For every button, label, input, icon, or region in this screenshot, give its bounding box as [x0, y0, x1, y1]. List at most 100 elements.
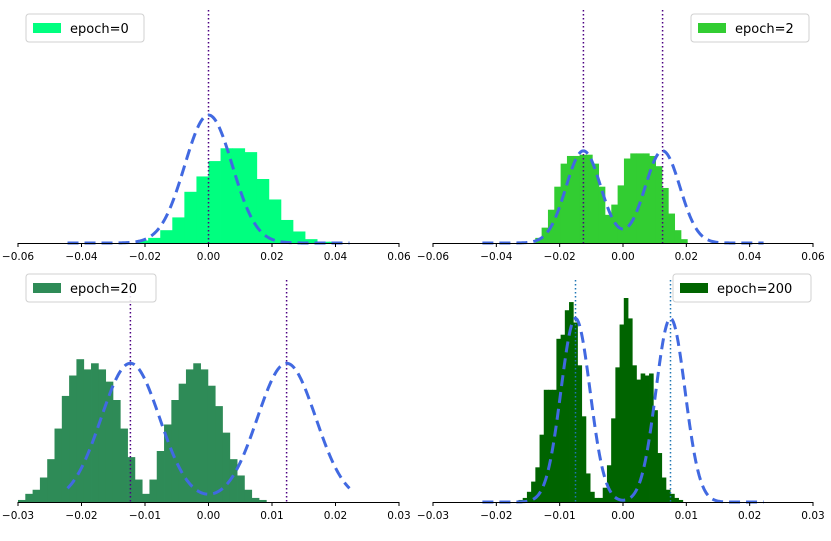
- legend-box: [672, 273, 812, 303]
- x-tick-label: 0.03: [387, 510, 410, 522]
- histogram-bar: [200, 369, 209, 502]
- chart-panel-4: −0.03 −0.02 −0.01 0.00 0.01 0.02 0.03 epoch=200: [417, 273, 825, 522]
- histogram-bar: [543, 389, 549, 502]
- x-tick-label: 0.00: [611, 510, 634, 522]
- x-tick-label: 0.06: [801, 251, 825, 263]
- x-tick-label: −0.06: [417, 251, 449, 263]
- histogram-bar: [585, 473, 591, 502]
- histogram-bar: [91, 363, 99, 502]
- legend: epoch=0: [25, 13, 145, 43]
- x-tick-label: −0.04: [65, 251, 97, 263]
- histogram-bar: [569, 302, 574, 502]
- x-tick-label: −0.03: [2, 510, 34, 522]
- histogram-bar: [581, 416, 587, 502]
- chart-panel-3: −0.03 −0.02 −0.01 0.00 0.01 0.02 0.03 epoch=20: [2, 273, 411, 522]
- histogram-bar: [628, 318, 633, 502]
- x-tick-label: −0.02: [129, 251, 161, 263]
- histogram-bar: [539, 434, 545, 502]
- x-tick-label: 0.00: [611, 251, 634, 263]
- histogram-bar: [665, 489, 671, 502]
- histogram-bar: [604, 214, 612, 243]
- x-tick-label: −0.02: [544, 251, 576, 263]
- histogram-bar: [674, 497, 679, 502]
- histogram-bar: [611, 418, 616, 502]
- x-tick-label: −0.02: [480, 510, 512, 522]
- histogram-bar: [564, 310, 570, 502]
- histogram-bar: [292, 231, 306, 243]
- histogram-bar: [193, 363, 201, 502]
- histogram-bar: [556, 338, 562, 502]
- histogram-bar: [541, 227, 549, 243]
- histogram-bar: [185, 369, 194, 502]
- histogram-bar: [178, 383, 187, 502]
- histogram-bar: [172, 217, 185, 243]
- x-tick-label: −0.04: [480, 251, 512, 263]
- histogram-bar: [668, 213, 676, 243]
- histogram-bar: [54, 428, 63, 502]
- x-tick-label: 0.00: [197, 251, 220, 263]
- histogram-bar: [220, 148, 234, 243]
- histogram-bar: [655, 166, 663, 243]
- histogram-bar: [76, 359, 85, 502]
- histogram-bar: [222, 432, 231, 502]
- histogram-bar: [573, 155, 581, 243]
- histogram-bar: [531, 481, 536, 502]
- histogram-bar: [164, 424, 172, 502]
- histogram-bar: [127, 457, 136, 502]
- histogram-bar: [602, 487, 608, 502]
- histogram-bar: [232, 148, 246, 243]
- histogram-bar: [196, 176, 209, 243]
- histogram-bar: [632, 365, 637, 502]
- chart-panel-2: −0.06 −0.04 −0.02 0.00 0.02 0.04 0.06 epoch=2: [417, 10, 825, 263]
- legend-swatch: [33, 283, 61, 293]
- histogram-bar: [39, 477, 48, 502]
- histogram-bar: [623, 158, 631, 243]
- legend-box: [25, 273, 157, 303]
- histogram-bar: [244, 489, 253, 502]
- histogram-bar: [61, 395, 70, 502]
- x-tick-label: 0.04: [738, 251, 762, 263]
- histogram-bar: [653, 410, 658, 502]
- histogram-bar: [120, 428, 128, 502]
- histogram-bar: [171, 400, 180, 502]
- x-tick-label: 0.02: [675, 251, 698, 263]
- histogram-bar: [112, 400, 121, 502]
- gaussian-fit-curve: [67, 113, 350, 245]
- histogram-bar: [142, 493, 150, 502]
- histogram-bar: [535, 467, 540, 502]
- histogram-bar: [47, 459, 55, 502]
- histogram-bar: [644, 375, 650, 502]
- histogram-bar: [577, 365, 583, 502]
- histogram-bar: [98, 369, 107, 502]
- x-tick-label: 0.02: [324, 510, 347, 522]
- legend-swatch: [33, 23, 61, 33]
- legend-label: epoch=20: [70, 282, 137, 297]
- x-tick-label: 0.06: [387, 251, 411, 263]
- legend-swatch: [680, 283, 708, 293]
- histogram-bar: [149, 479, 158, 502]
- histogram-bar: [69, 375, 77, 502]
- gaussian-fit-curve: [66, 361, 351, 496]
- histogram-bar: [207, 385, 216, 502]
- histogram-bar: [560, 163, 568, 243]
- histogram-bar: [674, 230, 682, 243]
- legend: epoch=2: [690, 13, 810, 43]
- legend-label: epoch=2: [735, 22, 794, 37]
- histogram-bar: [256, 179, 270, 243]
- histogram-bar: [237, 475, 245, 502]
- histogram-bar: [590, 491, 595, 502]
- histogram-bar: [251, 497, 260, 502]
- histogram-bar: [592, 163, 600, 243]
- x-tick-label: 0.02: [738, 510, 761, 522]
- histogram-bar: [636, 379, 642, 502]
- histogram-bar: [680, 239, 688, 243]
- histogram-bar: [522, 497, 528, 502]
- histogram-bar: [615, 367, 620, 502]
- legend-box: [25, 13, 145, 43]
- histogram-bar: [258, 499, 267, 502]
- histogram-bar: [215, 406, 223, 502]
- x-tick-label: −0.03: [417, 510, 449, 522]
- legend-label: epoch=0: [70, 22, 129, 37]
- histogram-bar: [184, 191, 197, 243]
- histogram-bar: [18, 499, 26, 502]
